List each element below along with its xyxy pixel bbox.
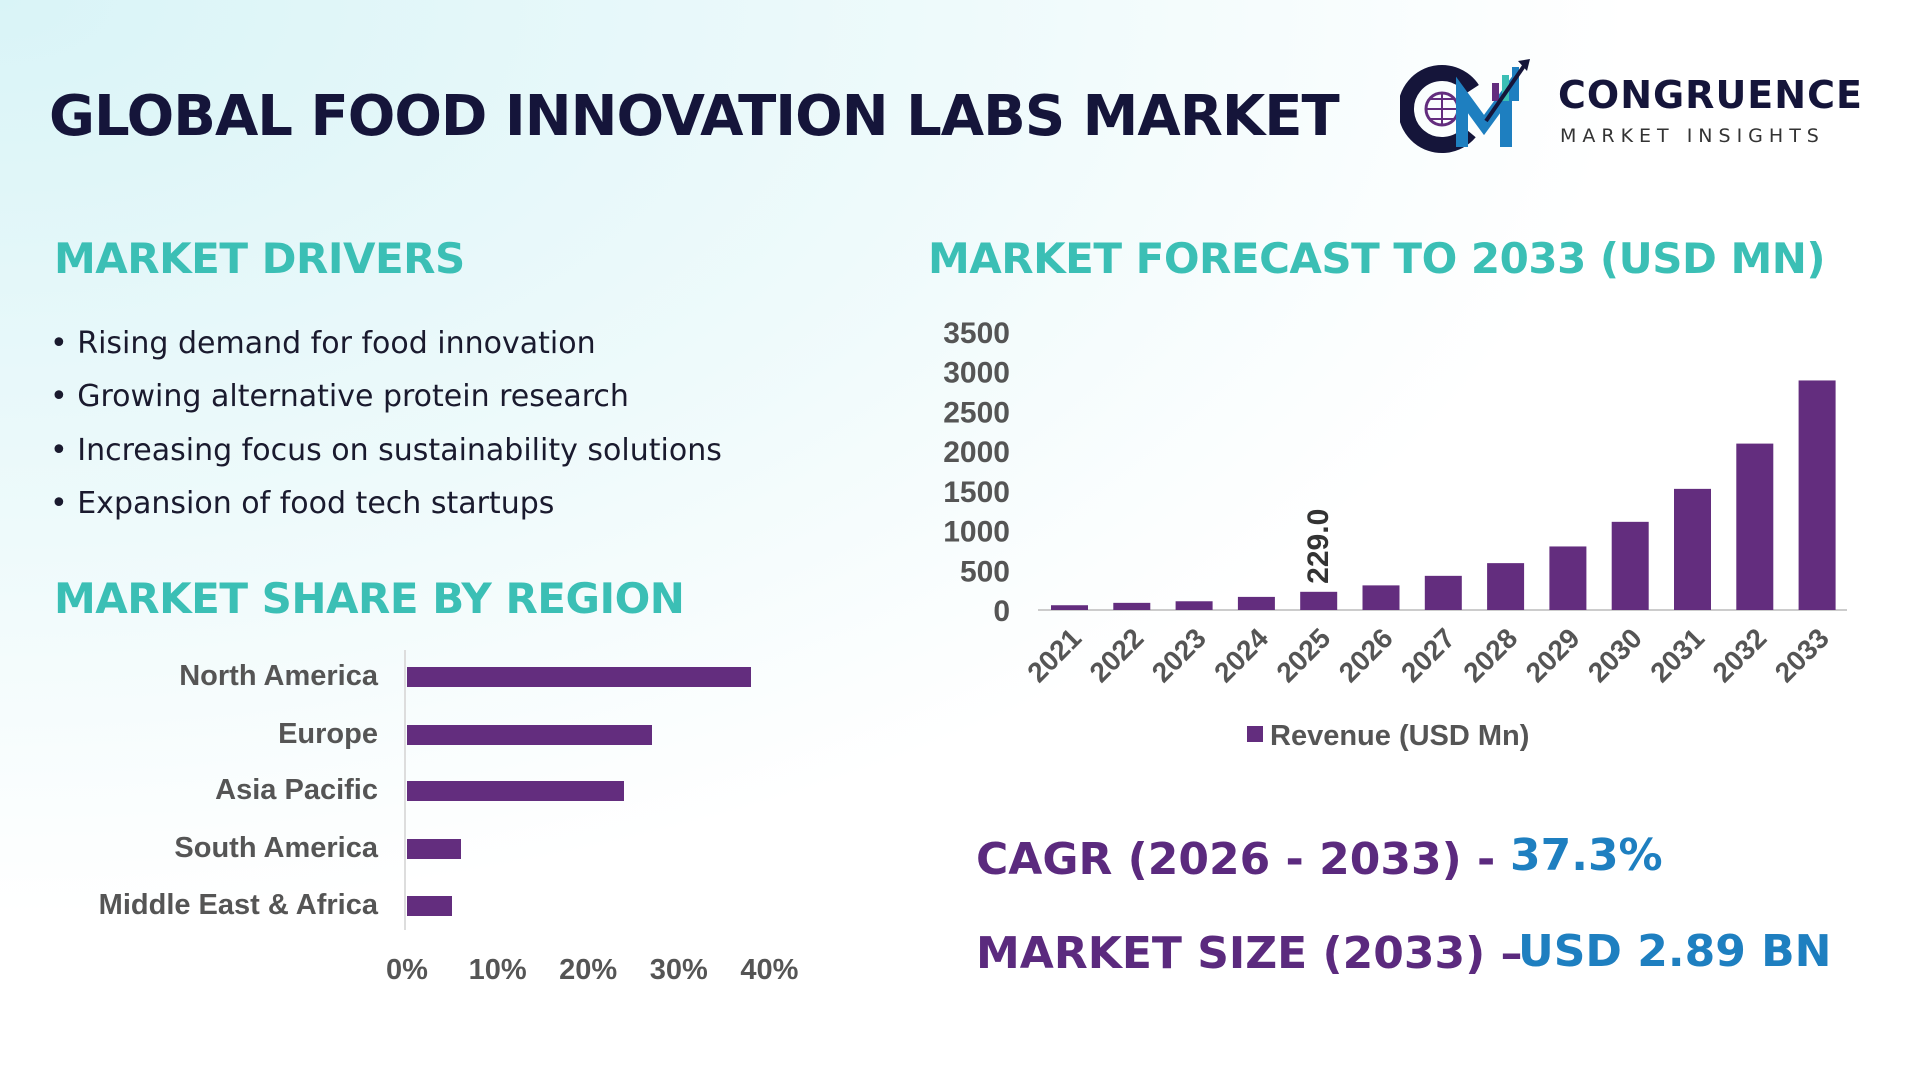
region-bar	[407, 839, 462, 859]
cagr-label: CAGR (2026 - 2033) -	[976, 834, 1496, 885]
logo-name: CONGRUENCE	[1558, 73, 1863, 117]
forecast-bar	[1487, 563, 1525, 610]
driver-item: • Increasing focus on sustainability sol…	[50, 433, 722, 468]
market-size-value: USD 2.89 BN	[1518, 926, 1832, 977]
logo-tagline: MARKET INSIGHTS	[1560, 125, 1825, 147]
forecast-bar	[1611, 521, 1649, 610]
forecast-bar	[1798, 380, 1836, 610]
region-x-tick: 30%	[649, 954, 708, 986]
region-bar	[407, 896, 453, 916]
cagr-value: 37.3%	[1510, 830, 1663, 881]
legend-swatch	[1247, 726, 1263, 742]
forecast-y-tick: 0	[993, 595, 1010, 628]
forecast-y-tick: 3500	[943, 317, 1010, 350]
market-size-label: MARKET SIZE (2033) –	[976, 928, 1523, 979]
forecast-x-tick: 2032	[1707, 622, 1773, 688]
driver-item: • Expansion of food tech startups	[50, 486, 555, 521]
driver-item: • Rising demand for food innovation	[50, 326, 596, 361]
region-chart-title: MARKET SHARE BY REGION	[54, 574, 685, 623]
forecast-x-tick: 2024	[1208, 622, 1274, 688]
region-bar	[407, 781, 625, 801]
forecast-x-tick: 2029	[1520, 622, 1586, 688]
forecast-bar	[1674, 488, 1711, 610]
forecast-x-tick: 2031	[1644, 622, 1710, 688]
region-x-tick: 0%	[386, 954, 428, 986]
forecast-bar	[1424, 575, 1462, 610]
region-x-tick: 20%	[559, 954, 618, 986]
forecast-y-tick: 1500	[943, 476, 1010, 509]
forecast-x-tick: 2025	[1270, 622, 1336, 688]
forecast-chart: 0 500 1000 1500 2000 2500 3000 3500 202120222023…	[943, 317, 1847, 752]
forecast-bar	[1113, 602, 1151, 610]
forecast-bar	[1051, 605, 1088, 610]
region-x-tick: 10%	[468, 954, 527, 986]
forecast-y-tick: 2000	[943, 436, 1010, 469]
cm-logo-icon	[1400, 59, 1530, 153]
forecast-y-tick: 1000	[943, 516, 1010, 549]
legend-label: Revenue (USD Mn)	[1270, 720, 1529, 752]
forecast-x-tick: 2022	[1084, 622, 1150, 688]
forecast-x-tick: 2027	[1395, 622, 1461, 688]
region-label: Asia Pacific	[215, 774, 378, 806]
forecast-x-tick: 2023	[1146, 622, 1212, 688]
page-title: GLOBAL FOOD INNOVATION LABS MARKET	[49, 84, 1340, 149]
forecast-x-tick: 2021	[1021, 622, 1087, 688]
forecast-bar	[1362, 585, 1400, 610]
forecast-bar	[1300, 591, 1338, 610]
forecast-bar	[1549, 546, 1587, 610]
forecast-x-tick: 2028	[1457, 622, 1523, 688]
drivers-heading: MARKET DRIVERS	[54, 234, 465, 283]
region-label: Middle East & Africa	[98, 889, 378, 921]
logo: CONGRUENCE MARKET INSIGHTS	[1400, 55, 1870, 155]
region-bar	[407, 725, 652, 745]
region-x-tick: 40%	[740, 954, 799, 986]
forecast-bar	[1237, 596, 1275, 610]
region-bar	[407, 667, 752, 687]
region-label: South America	[174, 832, 378, 864]
region-label: North America	[179, 660, 378, 692]
forecast-data-label: 229.0	[1302, 509, 1335, 584]
forecast-x-tick: 2030	[1582, 622, 1648, 688]
forecast-y-tick: 2500	[943, 396, 1010, 429]
forecast-x-tick: 2026	[1333, 622, 1399, 688]
region-axis-line	[404, 650, 406, 930]
driver-item: • Growing alternative protein research	[50, 379, 629, 414]
forecast-x-tick: 2033	[1769, 622, 1835, 688]
forecast-bar	[1736, 443, 1774, 610]
forecast-y-tick: 500	[960, 555, 1010, 588]
forecast-bar	[1175, 601, 1213, 610]
forecast-chart-title: MARKET FORECAST TO 2033 (USD MN)	[928, 234, 1826, 283]
forecast-y-tick: 3000	[943, 357, 1010, 390]
region-label: Europe	[278, 718, 378, 750]
